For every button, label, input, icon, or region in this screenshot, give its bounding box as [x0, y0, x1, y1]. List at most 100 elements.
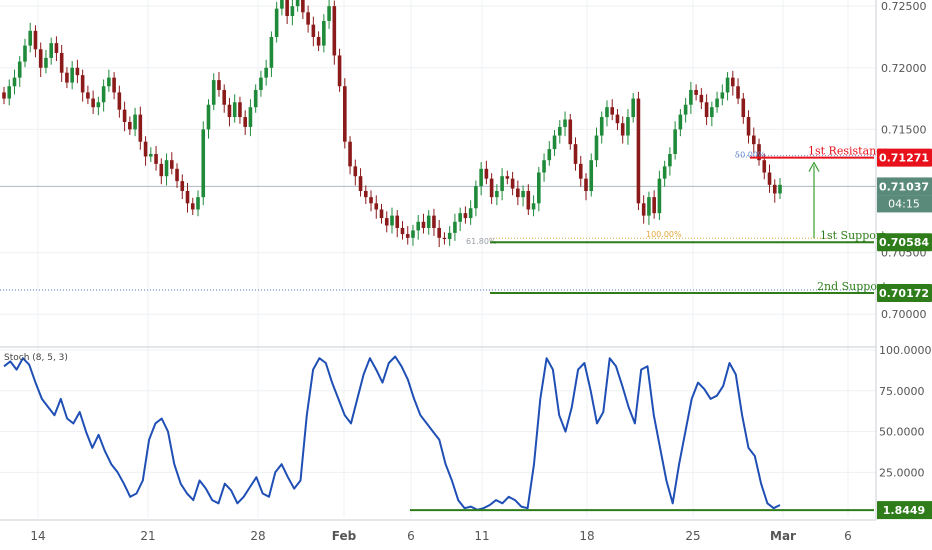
candle-body: [54, 43, 59, 53]
candle-body: [762, 160, 767, 173]
level-price-tag[interactable]: [877, 148, 932, 167]
candle-body: [96, 102, 101, 108]
candle-body: [363, 190, 368, 198]
candle-body: [526, 190, 531, 210]
level-price-tag[interactable]: [877, 284, 932, 303]
countdown-tag: [877, 195, 932, 213]
candle-body: [631, 98, 635, 118]
candle-body: [710, 107, 714, 118]
candle-body: [626, 117, 630, 136]
indicator-label: Stoch (8, 5, 3): [4, 353, 68, 363]
candle-body: [484, 168, 489, 179]
stoch-value-tag[interactable]: [877, 501, 932, 520]
candle-body: [227, 104, 232, 118]
stoch-tick-label: 100.0000: [879, 344, 932, 357]
candle-body: [442, 237, 447, 240]
level-price-tag-label: 0.70584: [879, 236, 929, 249]
candle-body: [86, 92, 90, 99]
candle-body: [741, 98, 746, 118]
time-tick-label: 28: [250, 529, 265, 543]
time-tick-label: 18: [579, 529, 594, 543]
candle-body: [143, 141, 148, 157]
candle-body: [395, 215, 400, 228]
candle-body: [348, 141, 352, 167]
candle-body: [736, 86, 740, 99]
candle-body: [369, 197, 373, 204]
price-tick-label: 0.71500: [881, 123, 927, 136]
candle-body: [531, 203, 536, 210]
candle-body: [332, 6, 337, 56]
candle-body: [683, 104, 688, 115]
candle-body: [458, 213, 462, 222]
candle-body: [211, 80, 216, 105]
candle-body: [353, 166, 358, 177]
candle-body: [778, 184, 782, 194]
candle-body: [552, 135, 557, 150]
level-price-tag-label: 0.71271: [879, 152, 929, 165]
candle-body: [190, 203, 195, 210]
candle-body: [101, 86, 106, 103]
candle-body: [689, 89, 693, 105]
candle-body: [599, 117, 604, 136]
candle-body: [107, 77, 111, 87]
candle-body: [269, 36, 274, 68]
candle-body: [65, 72, 69, 83]
candle-body: [563, 119, 567, 127]
candle-body: [337, 55, 342, 87]
candle-body: [615, 114, 620, 124]
candle-body: [196, 197, 200, 210]
candle-body: [122, 109, 127, 122]
candle-body: [495, 190, 499, 198]
candle-body: [91, 98, 95, 108]
candle-body: [542, 160, 546, 173]
candle-body: [751, 135, 756, 145]
candle-body: [704, 102, 709, 118]
candle-body: [75, 67, 80, 76]
candle-body: [757, 144, 761, 161]
candle-body: [80, 75, 85, 93]
candle-body: [720, 92, 725, 99]
candle-body: [248, 107, 253, 127]
level-price-tag-label: 0.70172: [879, 287, 929, 300]
candle-body: [23, 45, 27, 62]
candle-body: [133, 114, 137, 130]
candle-body: [285, 0, 289, 17]
candle-body: [453, 221, 457, 233]
candle-body: [175, 168, 179, 182]
stoch-tick-label: 25.0000: [879, 466, 925, 479]
candle-body: [568, 119, 573, 145]
candle-body: [516, 188, 520, 198]
fib-label: 61.80%: [466, 237, 497, 246]
candle-body: [557, 126, 562, 136]
time-tick-label: Mar: [770, 529, 796, 543]
candle-body: [44, 57, 48, 68]
current-price-tag[interactable]: [877, 177, 932, 196]
fib-label: 50.00%: [735, 151, 766, 160]
level-price-tag[interactable]: [877, 233, 932, 252]
stochastic-line: [3, 355, 781, 511]
candle-body: [374, 203, 379, 210]
candle-body: [253, 89, 258, 108]
candle-body: [678, 114, 683, 130]
candle-body: [437, 227, 441, 238]
candle-body: [379, 209, 384, 219]
candle-body: [510, 178, 515, 189]
candle-body: [117, 92, 122, 110]
candle-body: [694, 89, 698, 95]
candle-body: [725, 77, 730, 93]
candle-body: [38, 49, 43, 68]
candle-body: [432, 215, 436, 228]
current-price-tag-label: 0.71037: [879, 180, 929, 193]
candle-body: [668, 154, 672, 167]
candle-body: [49, 43, 53, 58]
candle-body: [400, 227, 405, 235]
candle-body: [584, 178, 588, 191]
candle-body: [264, 67, 268, 78]
candle-body: [301, 0, 305, 13]
candle-body: [384, 218, 389, 226]
candle-body: [479, 168, 483, 187]
candle-body: [426, 215, 431, 228]
candle-body: [521, 190, 525, 198]
